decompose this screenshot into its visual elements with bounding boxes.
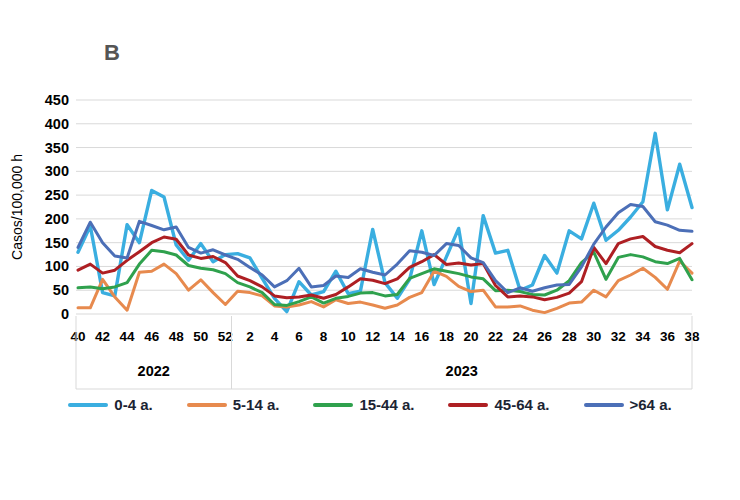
y-tick-label: 150 <box>45 235 69 251</box>
x-tick-label: 16 <box>414 329 430 344</box>
x-tick-label: 40 <box>70 329 85 344</box>
legend-item: 15-44 a. <box>313 396 414 413</box>
y-tick-label: 200 <box>45 211 69 227</box>
y-tick-label: 0 <box>61 306 69 322</box>
legend-item: 0-4 a. <box>68 396 152 413</box>
chart-panel: B 05010015020025030035040045040424446485… <box>0 0 740 500</box>
legend: 0-4 a. 5-14 a. 15-44 a. 45-64 a. >64 a. <box>0 396 740 413</box>
x-tick-label: 46 <box>144 329 160 344</box>
legend-swatch <box>68 403 108 407</box>
legend-label: >64 a. <box>630 396 672 413</box>
legend-label: 15-44 a. <box>359 396 414 413</box>
line-chart: 0501001502002503003504004504042444648505… <box>0 0 740 500</box>
year-label: 2023 <box>446 363 478 379</box>
x-tick-label: 8 <box>320 329 328 344</box>
legend-label: 0-4 a. <box>114 396 152 413</box>
legend-item: 5-14 a. <box>187 396 280 413</box>
x-tick-label: 20 <box>463 329 478 344</box>
x-tick-label: 22 <box>488 329 503 344</box>
x-tick-label: 32 <box>611 329 626 344</box>
legend-swatch <box>187 403 227 407</box>
x-tick-label: 6 <box>295 329 303 344</box>
y-tick-label: 450 <box>45 92 69 108</box>
legend-item: >64 a. <box>584 396 672 413</box>
y-tick-label: 350 <box>45 140 69 156</box>
legend-label: 45-64 a. <box>494 396 549 413</box>
legend-swatch <box>584 403 624 407</box>
y-tick-label: 100 <box>45 258 69 274</box>
x-tick-label: 24 <box>513 329 529 344</box>
x-tick-label: 44 <box>120 329 136 344</box>
x-tick-label: 2 <box>246 329 254 344</box>
x-tick-label: 30 <box>586 329 601 344</box>
legend-swatch <box>448 403 488 407</box>
x-tick-label: 34 <box>635 329 651 344</box>
legend-swatch <box>313 403 353 407</box>
x-tick-label: 36 <box>660 329 676 344</box>
x-tick-label: 10 <box>341 329 356 344</box>
y-tick-label: 50 <box>53 282 69 298</box>
x-tick-label: 28 <box>562 329 578 344</box>
y-tick-label: 400 <box>45 116 69 132</box>
x-tick-label: 12 <box>365 329 380 344</box>
x-tick-label: 18 <box>439 329 455 344</box>
x-tick-label: 48 <box>169 329 185 344</box>
legend-item: 45-64 a. <box>448 396 549 413</box>
x-tick-label: 52 <box>218 329 233 344</box>
y-axis-title: Casos/100,000 h <box>9 154 25 260</box>
x-tick-label: 42 <box>95 329 110 344</box>
y-tick-label: 300 <box>45 163 69 179</box>
x-tick-label: 14 <box>390 329 406 344</box>
y-tick-label: 250 <box>45 187 69 203</box>
x-tick-label: 50 <box>193 329 208 344</box>
legend-label: 5-14 a. <box>233 396 280 413</box>
year-label: 2022 <box>138 363 170 379</box>
x-tick-label: 26 <box>537 329 553 344</box>
x-tick-label: 4 <box>271 329 279 344</box>
